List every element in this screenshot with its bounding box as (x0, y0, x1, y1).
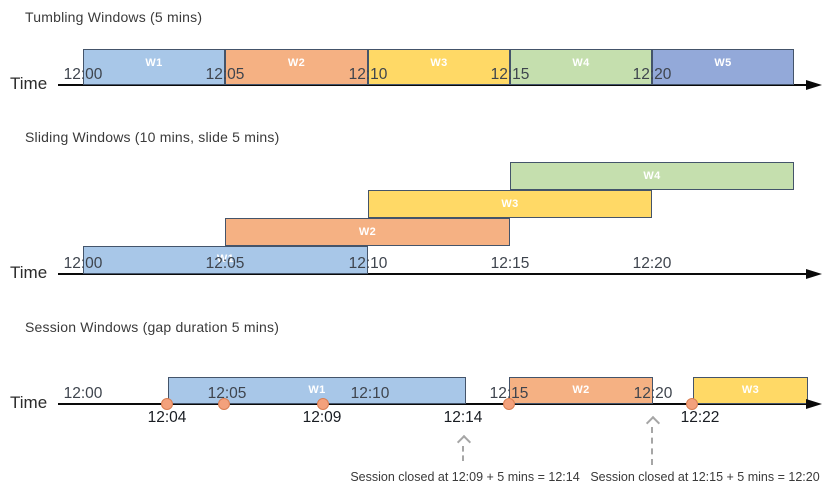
event-dot-1222 (686, 398, 698, 410)
tumbling-window-w4: W4 (510, 49, 652, 85)
sliding-window-w3-label: W3 (501, 198, 519, 210)
session-tick-1210: 12:10 (350, 385, 390, 402)
tumbling-diagram-title: Tumbling Windows (5 mins) (25, 9, 203, 25)
event-time-label-1204: 12:04 (147, 409, 187, 426)
sliding-tick-1205: 12:05 (205, 255, 245, 272)
session-diagram-title: Session Windows (gap duration 5 mins) (25, 319, 280, 335)
session-tick-1200: 12:00 (63, 385, 103, 402)
tumbling-window-w4-label: W4 (572, 57, 590, 69)
sliding-window-w4: W4 (510, 162, 794, 190)
tumbling-window-w1-label: W1 (145, 57, 163, 69)
sliding-diagram-title: Sliding Windows (10 mins, slide 5 mins) (25, 129, 280, 145)
tumbling-time-axis (58, 84, 810, 86)
session-closed-annotation-2: Session closed at 12:15 + 5 mins = 12:20 (590, 470, 820, 484)
session-tick-1205: 12:05 (207, 385, 247, 402)
tumbling-tick-1210: 12:10 (348, 66, 388, 83)
sliding-window-w1: W1 (83, 246, 368, 274)
session-time-axis (58, 403, 810, 405)
tumbling-axis-arrowhead-icon (806, 80, 822, 90)
event-dot-1215 (503, 398, 515, 410)
session-window-w1-label: W1 (308, 384, 326, 396)
sliding-window-w2-label: W2 (358, 226, 377, 238)
tumbling-window-w3-label: W3 (430, 57, 448, 69)
session-window-w3-label: W3 (741, 384, 760, 396)
event-dot-1206 (218, 398, 230, 410)
sliding-window-w4-label: W4 (643, 170, 661, 182)
tumbling-tick-1205: 12:05 (205, 66, 245, 83)
sliding-tick-1200: 12:00 (63, 255, 103, 272)
sliding-time-axis-label: Time (10, 263, 48, 282)
tumbling-tick-1200: 12:00 (63, 66, 103, 83)
session-tick-1220: 12:20 (633, 385, 673, 402)
sliding-window-w3: W3 (368, 190, 652, 218)
session-tick-1215: 12:15 (489, 385, 529, 402)
sliding-window-w1-label: W1 (216, 253, 235, 265)
event-time-label-1214: 12:14 (443, 409, 483, 426)
tumbling-window-w2: W2 (225, 49, 368, 85)
dashed-up-arrow-head-icon (456, 434, 472, 450)
tumbling-window-w2-label: W2 (287, 57, 306, 69)
tumbling-window-w5-label: W5 (714, 57, 732, 69)
dashed-up-arrow-line (651, 427, 653, 465)
event-time-label-1209: 12:09 (302, 409, 342, 426)
event-dot-1209 (317, 398, 329, 410)
sliding-axis-arrowhead-icon (806, 269, 822, 279)
tumbling-window-w5: W5 (652, 49, 794, 85)
tumbling-window-w1: W1 (83, 49, 225, 85)
sliding-time-axis (58, 273, 810, 275)
session-window-w3: W3 (693, 377, 808, 404)
tumbling-window-w3: W3 (368, 49, 510, 85)
session-window-w2: W2 (509, 377, 653, 404)
sliding-window-w2: W2 (225, 218, 510, 246)
session-time-axis-label: Time (10, 393, 48, 412)
tumbling-tick-1220: 12:20 (632, 66, 672, 83)
sliding-tick-1210: 12:10 (348, 255, 388, 272)
tumbling-time-axis-label: Time (10, 74, 48, 93)
session-closed-annotation-1: Session closed at 12:09 + 5 mins = 12:14 (350, 470, 580, 484)
session-window-w2-label: W2 (572, 384, 590, 396)
dashed-up-arrow-line (462, 446, 464, 461)
tumbling-tick-1215: 12:15 (490, 66, 530, 83)
session-axis-arrowhead-icon (806, 399, 822, 409)
event-dot-1204 (161, 398, 173, 410)
event-time-label-1222: 12:22 (680, 409, 720, 426)
sliding-tick-1220: 12:20 (632, 255, 672, 272)
sliding-tick-1215: 12:15 (490, 255, 530, 272)
